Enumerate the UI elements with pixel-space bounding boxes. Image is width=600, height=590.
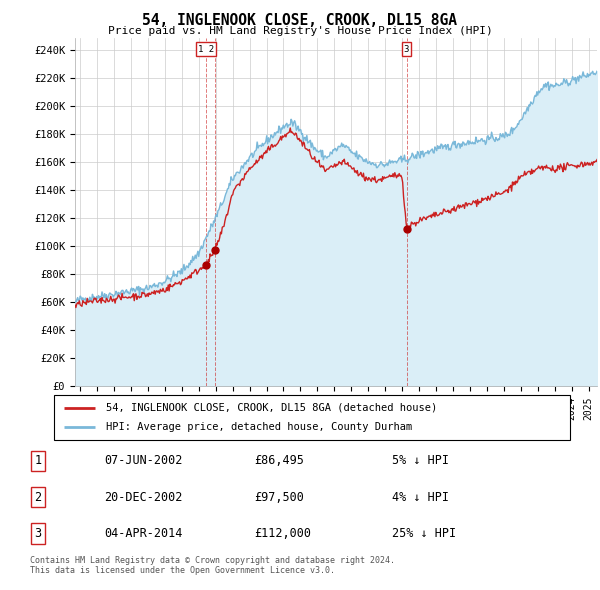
Text: 54, INGLENOOK CLOSE, CROOK, DL15 8GA (detached house): 54, INGLENOOK CLOSE, CROOK, DL15 8GA (de…	[106, 403, 437, 412]
Text: HPI: Average price, detached house, County Durham: HPI: Average price, detached house, Coun…	[106, 422, 412, 432]
Text: 1 2: 1 2	[198, 45, 214, 54]
Text: 25% ↓ HPI: 25% ↓ HPI	[392, 527, 456, 540]
Text: 3: 3	[34, 527, 41, 540]
Text: £112,000: £112,000	[254, 527, 311, 540]
Text: 5% ↓ HPI: 5% ↓ HPI	[392, 454, 449, 467]
Text: 04-APR-2014: 04-APR-2014	[104, 527, 182, 540]
Text: Price paid vs. HM Land Registry's House Price Index (HPI): Price paid vs. HM Land Registry's House …	[107, 26, 493, 36]
Text: 07-JUN-2002: 07-JUN-2002	[104, 454, 182, 467]
Text: Contains HM Land Registry data © Crown copyright and database right 2024.
This d: Contains HM Land Registry data © Crown c…	[30, 556, 395, 575]
Text: 3: 3	[404, 45, 409, 54]
Text: 4% ↓ HPI: 4% ↓ HPI	[392, 490, 449, 504]
Text: 2: 2	[34, 490, 41, 504]
Text: 54, INGLENOOK CLOSE, CROOK, DL15 8GA: 54, INGLENOOK CLOSE, CROOK, DL15 8GA	[143, 13, 458, 28]
Text: 1: 1	[34, 454, 41, 467]
FancyBboxPatch shape	[54, 395, 570, 440]
Text: £97,500: £97,500	[254, 490, 304, 504]
Text: 20-DEC-2002: 20-DEC-2002	[104, 490, 182, 504]
Text: £86,495: £86,495	[254, 454, 304, 467]
